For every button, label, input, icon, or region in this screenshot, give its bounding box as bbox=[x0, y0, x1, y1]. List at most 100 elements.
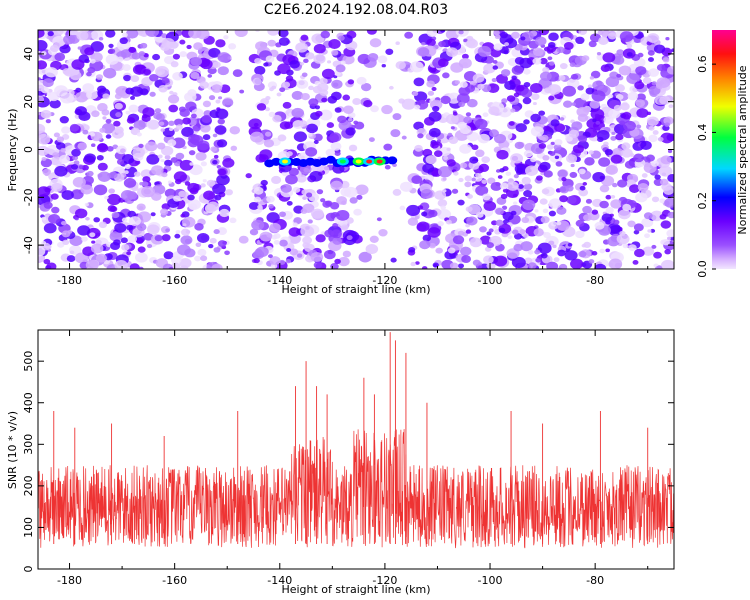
heatmap-blob bbox=[457, 230, 465, 236]
heatmap-blob bbox=[652, 130, 659, 135]
heatmap-blob bbox=[212, 183, 226, 195]
heatmap-blob bbox=[651, 244, 657, 249]
heatmap-blob bbox=[622, 203, 632, 212]
heatmap-blob bbox=[442, 72, 450, 79]
heatmap-blob bbox=[53, 42, 62, 49]
heatmap-blob bbox=[499, 31, 508, 39]
heatmap-blob bbox=[217, 118, 225, 125]
heatmap-x-ticks: -180 -160 -140 -120 -100 -80 bbox=[57, 30, 649, 287]
heatmap-blob bbox=[271, 175, 282, 185]
heatmap-blob bbox=[54, 52, 66, 62]
heatmap-blob bbox=[647, 50, 655, 56]
heatmap-blob bbox=[417, 133, 424, 139]
heatmap-blob bbox=[69, 123, 80, 132]
heatmap-blob bbox=[168, 266, 174, 269]
heatmap-blob bbox=[334, 107, 342, 113]
heatmap-blob bbox=[384, 164, 391, 170]
heatmap-blob bbox=[154, 234, 163, 242]
heatmap-blob bbox=[295, 42, 308, 53]
heatmap-blob bbox=[621, 142, 631, 150]
heatmap-blob bbox=[102, 116, 107, 120]
signal-peak-core bbox=[366, 159, 373, 164]
heatmap-blob bbox=[563, 41, 574, 50]
heatmap-blob bbox=[146, 244, 153, 249]
heatmap-blob bbox=[239, 89, 245, 94]
heatmap-blob bbox=[137, 211, 152, 223]
heatmap-blob bbox=[340, 224, 349, 231]
heatmap-blob bbox=[628, 179, 635, 185]
heatmap-blob bbox=[90, 243, 104, 254]
heatmap-blob bbox=[542, 66, 550, 73]
heatmap-blob bbox=[98, 36, 104, 41]
heatmap-blob bbox=[63, 34, 76, 45]
heatmap-blob bbox=[590, 108, 605, 120]
heatmap-blob bbox=[520, 241, 533, 252]
heatmap-blob bbox=[651, 81, 657, 86]
heatmap-blob bbox=[626, 73, 640, 84]
heatmap-blob bbox=[496, 149, 509, 160]
x-tick-label: -160 bbox=[162, 274, 187, 287]
heatmap-blob bbox=[169, 127, 174, 131]
heatmap-blob bbox=[435, 247, 443, 254]
heatmap-blob bbox=[650, 210, 664, 222]
heatmap-blob bbox=[438, 40, 446, 48]
heatmap-blob bbox=[627, 91, 639, 101]
heatmap-blob bbox=[91, 143, 96, 148]
heatmap-blob bbox=[608, 258, 623, 269]
heatmap-blob bbox=[483, 63, 496, 74]
heatmap-blob bbox=[77, 142, 87, 151]
heatmap-blob bbox=[605, 248, 610, 253]
heatmap-blob bbox=[648, 125, 655, 131]
heatmap-blob bbox=[180, 213, 186, 218]
heatmap-blob bbox=[38, 246, 46, 257]
heatmap-blob bbox=[507, 235, 513, 239]
heatmap-blob bbox=[179, 51, 188, 58]
heatmap-blob bbox=[461, 255, 471, 263]
heatmap-blob bbox=[89, 58, 96, 64]
heatmap-blob bbox=[598, 36, 609, 45]
heatmap-blob bbox=[170, 262, 181, 269]
heatmap-blob bbox=[458, 58, 472, 69]
heatmap-blob bbox=[582, 205, 592, 214]
heatmap-blob bbox=[366, 30, 377, 35]
heatmap-blob bbox=[605, 76, 620, 88]
heatmap-blob bbox=[119, 37, 128, 45]
heatmap-blob bbox=[146, 224, 160, 235]
heatmap-blob bbox=[145, 141, 158, 152]
heatmap-blob bbox=[305, 147, 318, 157]
heatmap-blob bbox=[514, 163, 528, 174]
heatmap-blob bbox=[90, 132, 96, 137]
heatmap-blob bbox=[607, 93, 614, 99]
heatmap-blob bbox=[93, 217, 100, 223]
heatmap-blob bbox=[126, 117, 136, 124]
heatmap-blob bbox=[530, 83, 543, 94]
heatmap-blob bbox=[187, 89, 197, 97]
heatmap-blob bbox=[540, 252, 548, 259]
heatmap-blob bbox=[140, 42, 148, 49]
heatmap-blob bbox=[214, 194, 222, 201]
heatmap-blob bbox=[653, 251, 662, 259]
heatmap-blob bbox=[426, 80, 435, 88]
heatmap-blob bbox=[421, 266, 428, 269]
heatmap-blob bbox=[146, 154, 160, 165]
heatmap-blob bbox=[296, 253, 303, 258]
heatmap-blob bbox=[538, 110, 546, 116]
heatmap-blob bbox=[116, 56, 124, 62]
heatmap-blob bbox=[321, 97, 328, 103]
heatmap-blob bbox=[38, 186, 51, 197]
heatmap-blob bbox=[59, 44, 71, 54]
heatmap-blob bbox=[188, 133, 200, 144]
heatmap-blob bbox=[550, 221, 557, 227]
heatmap-blob bbox=[635, 192, 648, 203]
heatmap-blob bbox=[305, 52, 315, 60]
heatmap-blob bbox=[130, 86, 144, 97]
heatmap-blob bbox=[209, 237, 217, 244]
heatmap-blob bbox=[72, 177, 86, 188]
heatmap-blob bbox=[491, 220, 498, 226]
heatmap-blob bbox=[346, 235, 353, 241]
heatmap-blob bbox=[511, 65, 524, 75]
heatmap-blob bbox=[185, 101, 197, 111]
heatmap-blob bbox=[264, 131, 272, 137]
heatmap-blob bbox=[300, 34, 309, 41]
heatmap-blob bbox=[566, 154, 578, 164]
